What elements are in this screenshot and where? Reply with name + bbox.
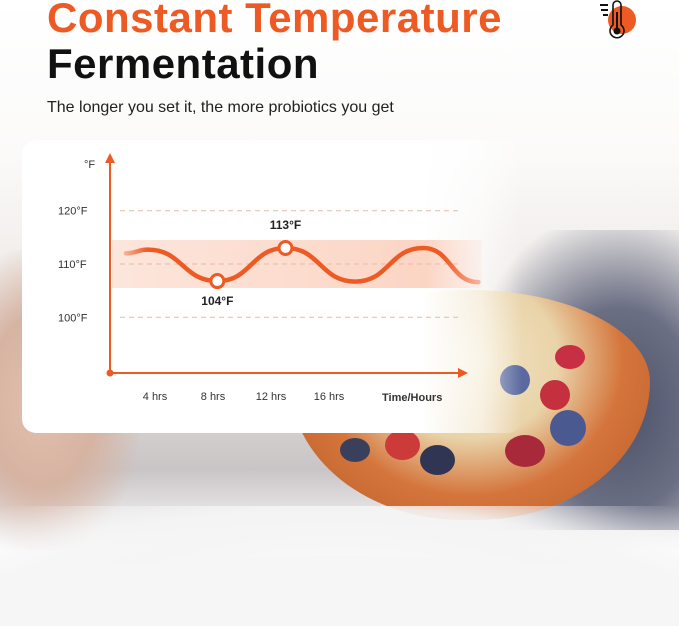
data-point-label: 104°F xyxy=(201,294,233,308)
y-axis-arrow xyxy=(105,153,115,163)
origin-dot xyxy=(106,369,114,377)
y-tick-label: 100°F xyxy=(58,312,88,324)
title-line-2: Fermentation xyxy=(47,40,320,87)
subtitle: The longer you set it, the more probioti… xyxy=(47,99,394,116)
title-line-1: Constant Temperature xyxy=(47,0,502,41)
y-axis-label: °F xyxy=(84,159,95,171)
data-point-marker xyxy=(277,240,294,257)
y-tick-label: 110°F xyxy=(58,259,87,271)
x-axis-label: Time/Hours xyxy=(382,392,442,404)
x-tick-label: 8 hrs xyxy=(201,391,226,403)
x-tick-label: 4 hrs xyxy=(143,391,168,403)
data-point-marker xyxy=(209,273,226,290)
x-axis-arrow xyxy=(458,368,468,378)
thermometer-icon xyxy=(600,0,636,39)
milk-pool xyxy=(0,556,679,626)
x-tick-label: 12 hrs xyxy=(256,391,287,403)
data-point-label: 113°F xyxy=(270,218,302,232)
x-tick-label: 16 hrs xyxy=(314,391,345,403)
y-tick-label: 120°F xyxy=(58,206,88,218)
